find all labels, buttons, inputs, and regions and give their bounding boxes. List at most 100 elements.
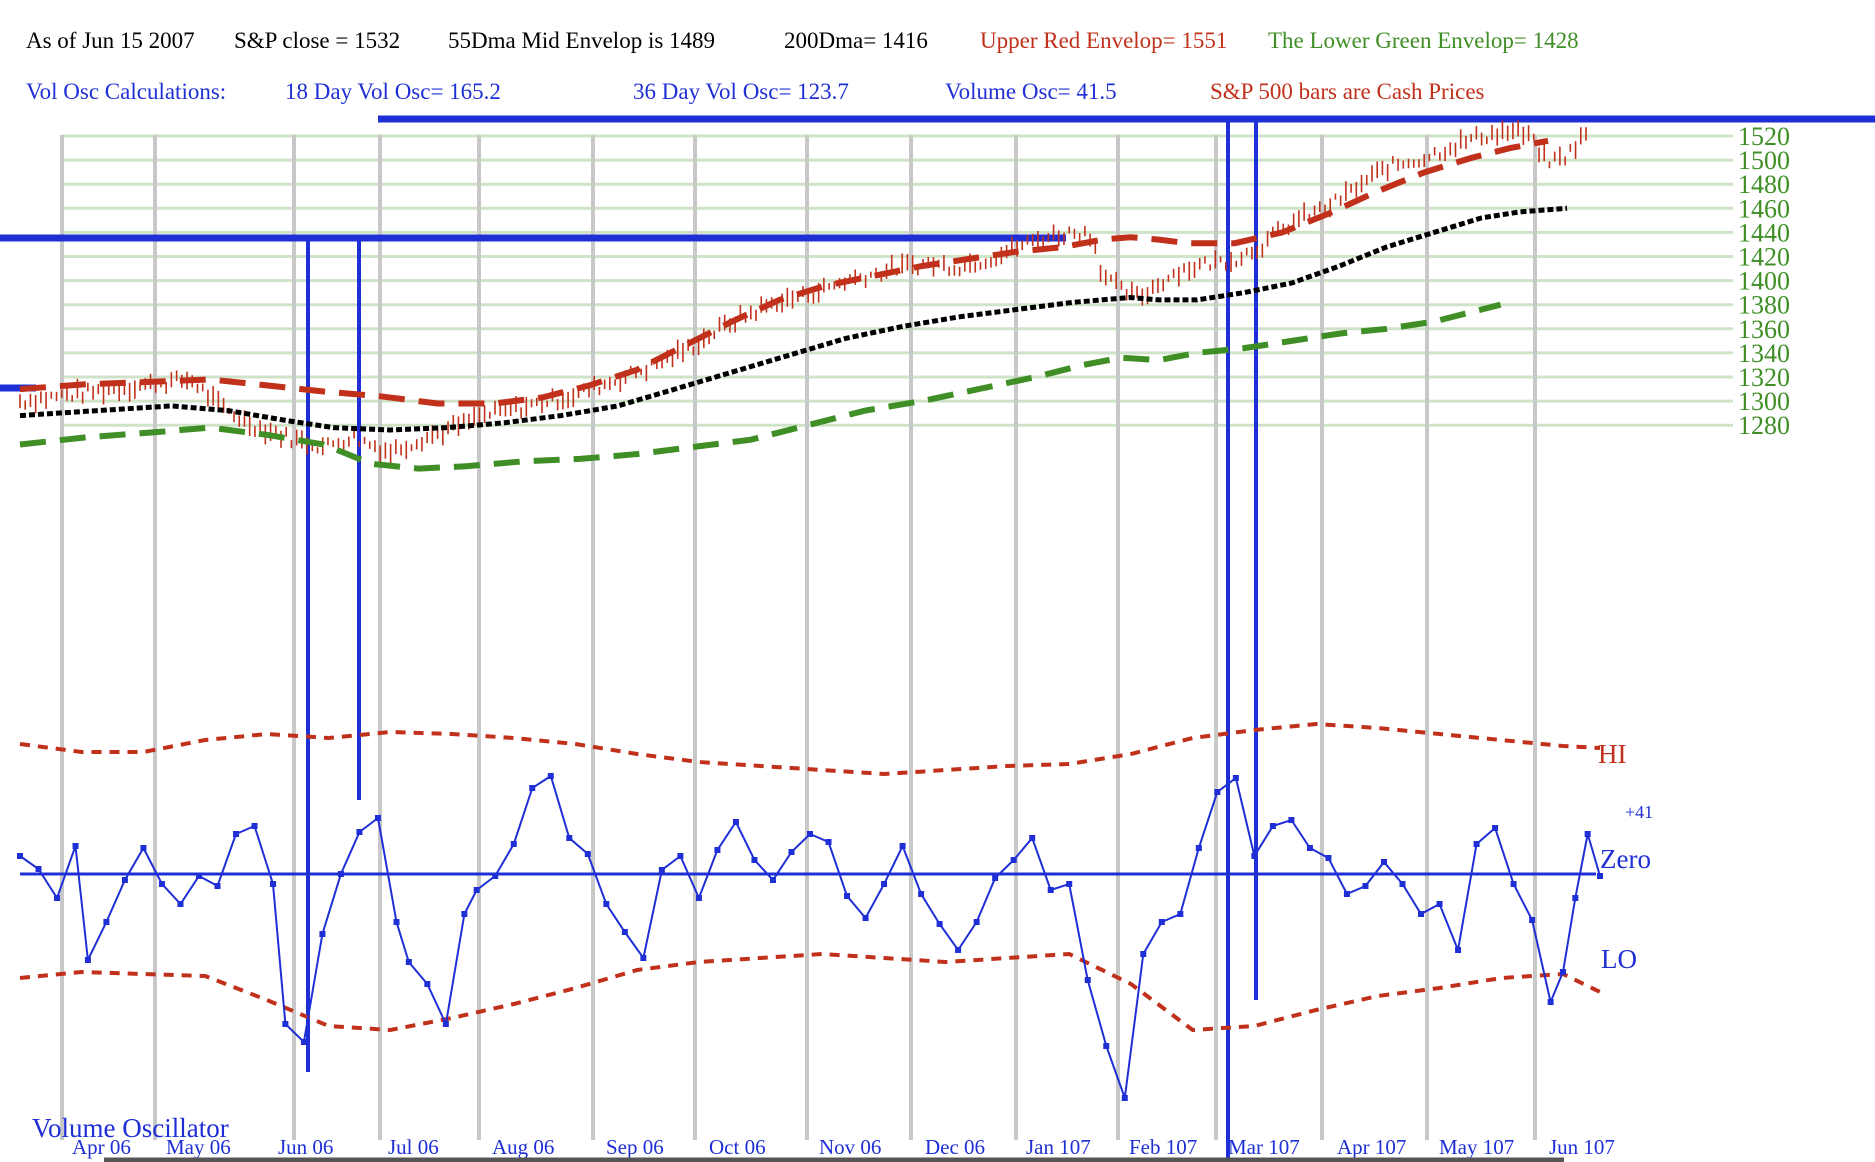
volume-oscillator-point [955,947,962,953]
volume-oscillator-point [374,815,381,821]
month-label: Feb 107 [1129,1135,1197,1159]
volume-oscillator-point [1029,835,1036,841]
volume-oscillator-point [936,921,943,927]
volume-oscillator-point [1362,883,1369,889]
volume-oscillator-point [1084,977,1091,983]
volume-oscillator-point [1325,855,1332,861]
volume-oscillator-title: Volume Oscillator [32,1113,229,1143]
cash-note-text: S&P 500 bars are Cash Prices [1210,79,1485,104]
month-label: Apr 107 [1337,1135,1406,1159]
volume-oscillator-point [214,883,221,889]
lo-envelope [19,951,1601,1033]
volume-oscillator-point [825,839,832,845]
volume-oscillator-point [788,849,795,855]
month-label: Dec 06 [925,1135,985,1159]
volume-oscillator-point [405,959,412,965]
volume-oscillator-point [1473,841,1480,847]
volume-oscillator-point [233,831,240,837]
volume-oscillator-point [473,887,480,893]
asof-text: As of Jun 15 2007 [26,28,195,53]
volume-oscillator-point [1572,895,1579,901]
volume-oscillator-point [621,929,628,935]
mid-55dma-line [19,205,1568,433]
blue-marker-lines [0,115,1875,1162]
month-label: Apr 06 [72,1135,131,1159]
price-tick-label: 1400 [1738,267,1790,296]
month-label: Jul 06 [388,1135,439,1159]
volume-oscillator-point [17,853,23,859]
volume-oscillator-point [35,866,42,872]
volume-oscillator-point [158,881,165,887]
price-tick-label: 1420 [1738,243,1790,272]
volume-oscillator-point [844,893,851,899]
volume-oscillator-point [1492,825,1499,831]
volume-oscillator-point [1343,891,1350,897]
price-tick-label: 1340 [1738,339,1790,368]
volume-oscillator-point [1288,817,1295,823]
volume-oscillator-point [751,857,758,863]
volume-oscillator-point [140,845,147,851]
volume-oscillator-point [1584,831,1591,837]
volume-oscillator-point [1559,969,1566,975]
volume-oscillator-point [282,1021,289,1027]
month-labels: Apr 06 May 06 Jun 06 Jul 06 Aug 06 Sep 06 Oct … [72,1135,1615,1162]
price-tick-label: 1280 [1738,411,1790,440]
volume-oscillator-point [337,871,344,877]
vo36-text: 36 Day Vol Osc= 123.7 [633,79,849,104]
volume-osc-text: Volume Osc= 41.5 [945,79,1117,104]
volume-oscillator-point [566,835,573,841]
volume-oscillator-point [973,919,980,925]
volume-oscillator-point [300,1039,307,1045]
month-label: Nov 06 [819,1135,881,1159]
volume-oscillator-point [319,931,326,937]
volume-oscillator-point [177,901,184,907]
volume-oscillator-point [1529,917,1536,923]
volume-oscillator-point [1195,845,1202,851]
volume-oscillator-point [732,819,739,825]
month-label: Oct 06 [709,1135,766,1159]
volume-oscillator-point [121,877,128,883]
volume-oscillator-point [1251,853,1258,859]
volume-oscillator-point [695,895,702,901]
price-tick-label: 1380 [1738,291,1790,320]
lower-green-text: The Lower Green Envelop= 1428 [1268,28,1579,53]
oscillator-labels: HI +41 Zero LO Volume Oscillator [32,739,1653,1143]
volume-oscillator-point [862,915,869,921]
volume-oscillator-point [461,911,468,917]
month-label: Aug 06 [492,1135,554,1159]
volume-oscillator-point [1177,911,1184,917]
volume-oscillator-point [1547,999,1554,1005]
price-tick-label: 1300 [1738,387,1790,416]
volume-oscillator-point [1214,789,1221,795]
volume-oscillator-point [1121,1095,1128,1101]
volume-oscillator-point [881,881,888,887]
volume-oscillator-point [1232,775,1239,781]
volume-oscillator-point [584,851,591,857]
price-envelopes [19,137,1568,472]
volume-oscillator-point [492,873,499,879]
volume-oscillator-point [1510,881,1517,887]
price-tick-label: 1460 [1738,194,1790,223]
hi-envelope [19,721,1601,777]
volume-oscillator-point [356,829,363,835]
price-gridlines [62,134,1733,427]
volume-oscillator-point [510,841,517,847]
month-label: Jun 06 [278,1135,333,1159]
price-tick-label: 1440 [1738,218,1790,247]
month-label: May 06 [166,1135,231,1159]
volume-oscillator-point [547,773,554,779]
sp-close-text: S&P close = 1532 [234,28,401,53]
zero-label: Zero [1600,844,1651,874]
hi-label: HI [1598,739,1627,769]
price-tick-label: 1360 [1738,315,1790,344]
volume-oscillator-point [807,831,813,837]
volume-oscillator-point [658,867,665,873]
volume-oscillator-point [54,895,61,901]
month-label: Sep 06 [606,1135,664,1159]
volume-oscillator-point [72,843,79,849]
volume-oscillator-point [769,877,776,883]
volume-oscillator-point [899,843,906,849]
vo18-text: 18 Day Vol Osc= 165.2 [285,79,501,104]
volume-oscillator-point [640,955,647,961]
